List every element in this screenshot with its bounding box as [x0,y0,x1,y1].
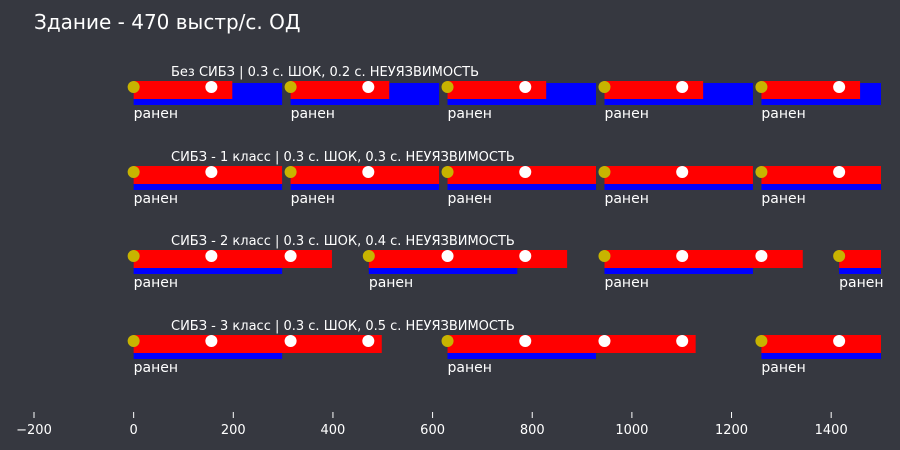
hit-marker [676,81,689,93]
event-label: ранен [761,106,805,122]
x-tick-label: 600 [420,423,445,438]
hit-start-marker [755,335,768,347]
shock-bar [761,81,861,99]
hit-start-marker [755,166,768,178]
hit-start-marker [362,250,375,262]
shock-bar [761,166,881,184]
hit-start-marker [598,250,611,262]
event-label: ранен [134,106,178,122]
hit-marker [833,166,846,178]
hit-marker [362,166,375,178]
x-tick-label: 400 [321,423,346,438]
x-tick-label: 1200 [715,423,748,438]
row-label: СИБЗ - 1 класс | 0.3 с. ШОК, 0.3 с. НЕУЯ… [171,150,515,165]
shock-bar [604,81,704,99]
hit-marker [362,81,375,93]
row-label: Без СИБЗ | 0.3 с. ШОК, 0.2 с. НЕУЯЗВИМОС… [171,65,479,80]
event-label: ранен [761,360,805,376]
shock-bar [133,335,382,353]
event-label: ранен [448,106,492,122]
hit-start-marker [284,81,297,93]
chart-title: Здание - 470 выстр/с. ОД [34,10,301,34]
row-label: СИБЗ - 3 класс | 0.3 с. ШОК, 0.5 с. НЕУЯ… [171,319,515,334]
x-tick-label: 1000 [615,423,648,438]
x-tick-label: 1400 [815,423,848,438]
shock-bar [290,81,390,99]
hit-start-marker [755,81,768,93]
shock-bar [761,335,881,353]
event-label: ранен [448,191,492,207]
hit-marker [519,81,532,93]
hit-marker [676,250,689,262]
event-label: ранен [134,275,178,291]
row-label: СИБЗ - 2 класс | 0.3 с. ШОК, 0.4 с. НЕУЯ… [171,234,515,249]
hit-start-marker [127,81,140,93]
hit-start-marker [441,81,454,93]
hit-start-marker [441,335,454,347]
hit-marker [205,166,218,178]
hit-marker [519,250,532,262]
event-label: ранен [448,360,492,376]
shock-bar [133,81,233,99]
event-label: ранен [134,360,178,376]
event-label: ранен [604,191,648,207]
hit-marker [519,335,532,347]
event-label: ранен [291,191,335,207]
hit-marker [441,250,454,262]
hit-start-marker [127,166,140,178]
hit-marker [284,335,297,347]
event-label: ранен [839,275,883,291]
event-label: ранен [761,191,805,207]
hit-start-marker [441,166,454,178]
x-tick-label: 800 [520,423,545,438]
hit-start-marker [598,166,611,178]
event-label: ранен [134,191,178,207]
event-label: ранен [291,106,335,122]
event-label: ранен [369,275,413,291]
hit-marker [284,250,297,262]
hit-marker [833,81,846,93]
hit-marker [362,335,375,347]
hit-start-marker [833,250,846,262]
hit-marker [205,250,218,262]
x-tick-label: 0 [130,423,138,438]
shock-bar [133,250,332,268]
shock-bar [447,81,547,99]
x-tick-label: −200 [16,423,52,438]
hit-start-marker [284,166,297,178]
hit-start-marker [127,250,140,262]
event-label: ранен [604,106,648,122]
hit-marker [205,81,218,93]
hit-marker [519,166,532,178]
hit-marker [833,335,846,347]
hit-marker [598,335,611,347]
hit-marker [205,335,218,347]
hit-start-marker [598,81,611,93]
hit-marker [676,335,689,347]
x-tick-label: 200 [221,423,246,438]
hit-marker [755,250,768,262]
shock-bar [604,250,803,268]
shock-bar [839,250,881,268]
hit-start-marker [127,335,140,347]
event-label: ранен [604,275,648,291]
hit-marker [676,166,689,178]
shock-bar [368,250,568,268]
shock-bar [447,335,696,353]
